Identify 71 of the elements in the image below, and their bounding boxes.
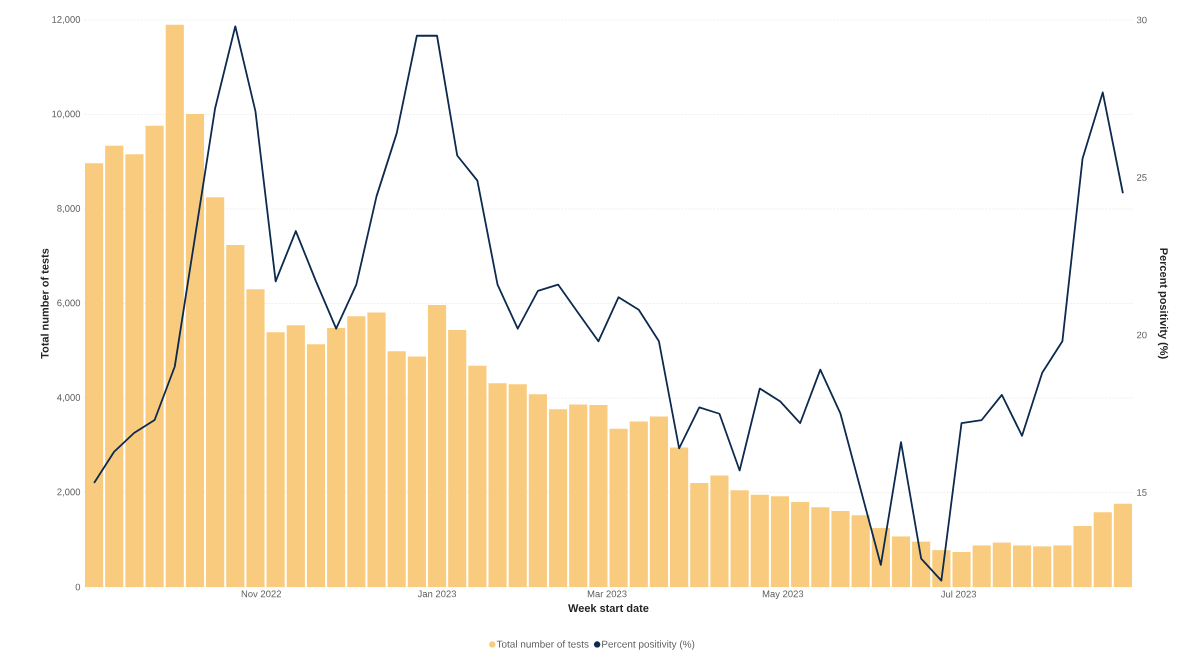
bar (1113, 503, 1132, 587)
bar (952, 552, 971, 587)
y-tick-label: 6,000 (57, 299, 81, 308)
y2-tick-label: 15 (1137, 489, 1147, 496)
bar (185, 114, 205, 587)
bar (367, 312, 386, 587)
y-axis-title: Total number of tests (40, 248, 49, 359)
x-tick-label: Mar 2023 (587, 590, 627, 598)
bar (649, 416, 668, 587)
x-tick-label: Nov 2022 (241, 590, 282, 598)
bar (569, 404, 588, 587)
bar (811, 507, 830, 587)
bar (327, 328, 346, 587)
bar (730, 490, 749, 587)
bar (306, 344, 326, 587)
y-tick-label: 0 (75, 583, 81, 591)
bar (1053, 545, 1072, 587)
bar (266, 332, 285, 587)
bar (145, 125, 164, 587)
bar (165, 24, 184, 587)
bar (750, 494, 769, 587)
y2-tick-label: 30 (1136, 16, 1147, 24)
bar (246, 289, 265, 587)
bar (972, 545, 991, 587)
bar (1093, 512, 1112, 587)
bar (387, 351, 406, 587)
x-tick-label: Jul 2023 (940, 590, 977, 598)
y2-tick-label: 20 (1136, 331, 1147, 339)
bar (770, 496, 790, 587)
bar (125, 154, 144, 587)
bar (448, 329, 467, 587)
bar (508, 384, 527, 587)
y-tick-label: 4,000 (57, 394, 81, 402)
bar (589, 405, 608, 587)
bar (528, 394, 547, 587)
x-axis-title: Week start date (568, 603, 649, 612)
bar (427, 304, 447, 587)
bar (105, 145, 124, 587)
legend-label: Total number of tests (496, 640, 589, 648)
x-tick-label: Jan 2023 (417, 590, 457, 598)
bar (912, 541, 931, 587)
bar (851, 515, 870, 587)
y-tick-label: 12,000 (52, 16, 81, 24)
y2-tick-label: 25 (1136, 174, 1147, 181)
y-tick-label: 10,000 (52, 110, 81, 119)
y-tick-label: 2,000 (57, 488, 81, 497)
bar (286, 325, 305, 587)
bar (206, 197, 225, 587)
bar (670, 447, 689, 587)
bar (791, 501, 810, 587)
bar (347, 316, 366, 587)
legend-label: Percent positivity (%) (602, 640, 695, 650)
bar (609, 428, 628, 587)
bar (992, 542, 1011, 587)
x-tick-label: May 2023 (762, 590, 804, 600)
bar (548, 409, 568, 587)
bar (891, 536, 911, 587)
y-tick-label: 8,000 (57, 205, 81, 213)
bar (1033, 546, 1052, 587)
bar (226, 244, 245, 587)
bar (831, 510, 850, 587)
bar (468, 365, 487, 587)
bar (1073, 526, 1092, 587)
bar (629, 421, 648, 587)
y2-axis-title: Percent positivity (%) (1157, 248, 1169, 359)
bar (85, 163, 104, 587)
bar (1012, 545, 1032, 587)
bar (710, 475, 729, 587)
bar (407, 356, 426, 587)
bar (488, 383, 507, 587)
bar (690, 483, 709, 587)
